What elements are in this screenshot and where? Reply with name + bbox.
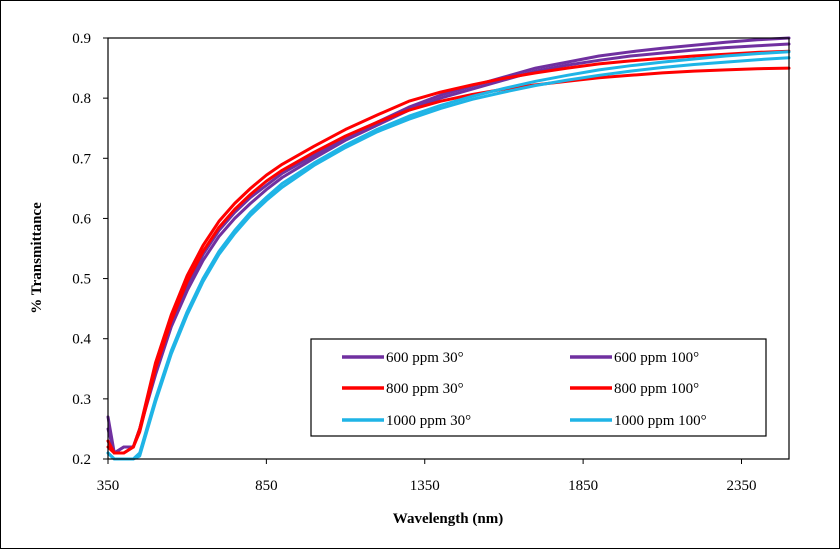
legend-label-5: 1000 ppm 30° (386, 413, 471, 429)
y-tick-label: 0.5 (72, 272, 91, 288)
series-layer (106, 36, 791, 461)
plot-area-border (107, 37, 790, 460)
y-tick-label: 0.2 (72, 452, 91, 468)
y-tick-label: 0.4 (72, 332, 91, 348)
legend: 600 ppm 30° 600 ppm 100° 800 ppm 30° 800 pp… (310, 338, 767, 437)
y-tick-label: 0.3 (72, 392, 91, 408)
legend-label-1: 600 ppm 30° (386, 350, 464, 366)
x-tick-label: 1850 (568, 478, 598, 494)
series-line-6 (106, 56, 791, 461)
y-axis-title: % Transmittance (29, 202, 45, 314)
series-line-4 (106, 66, 791, 455)
legend-label-4: 800 ppm 100° (614, 381, 699, 397)
x-tick-label: 850 (255, 478, 278, 494)
x-axis-title: Wavelength (nm) (393, 511, 503, 527)
legend-label-6: 1000 ppm 100° (614, 413, 707, 429)
y-tick-label: 0.9 (72, 31, 91, 47)
y-tick-label: 0.8 (72, 91, 91, 107)
x-tick-label: 2350 (726, 478, 756, 494)
y-tick-label: 0.6 (72, 211, 91, 227)
x-tick-label: 1350 (410, 478, 440, 494)
y-tick-label: 0.7 (72, 151, 91, 167)
x-tick-label: 350 (97, 478, 120, 494)
legend-label-3: 800 ppm 30° (386, 381, 464, 397)
legend-label-2: 600 ppm 100° (614, 350, 699, 366)
ticks-layer: 0.2 0.3 0.4 0.5 0.6 0.7 0.8 0.9 350 850 1350 1850 23… (72, 31, 756, 494)
legend-box (310, 338, 767, 437)
